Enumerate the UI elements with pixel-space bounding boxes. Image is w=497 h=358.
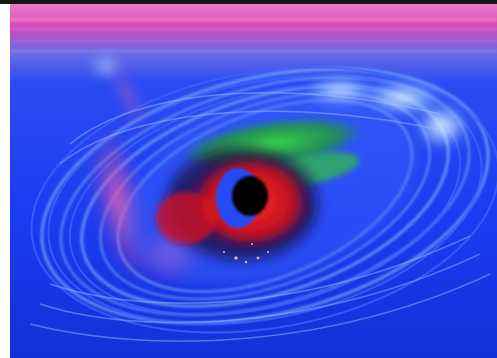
sparkles bbox=[223, 243, 269, 264]
vortex-artwork bbox=[10, 4, 497, 358]
top-border bbox=[0, 0, 497, 4]
fine-swirl-lines bbox=[29, 92, 491, 342]
outer-swirl-dark bbox=[30, 66, 497, 334]
vortex-svg bbox=[10, 4, 497, 358]
black-core bbox=[232, 176, 268, 216]
top-streaks bbox=[10, 18, 497, 52]
